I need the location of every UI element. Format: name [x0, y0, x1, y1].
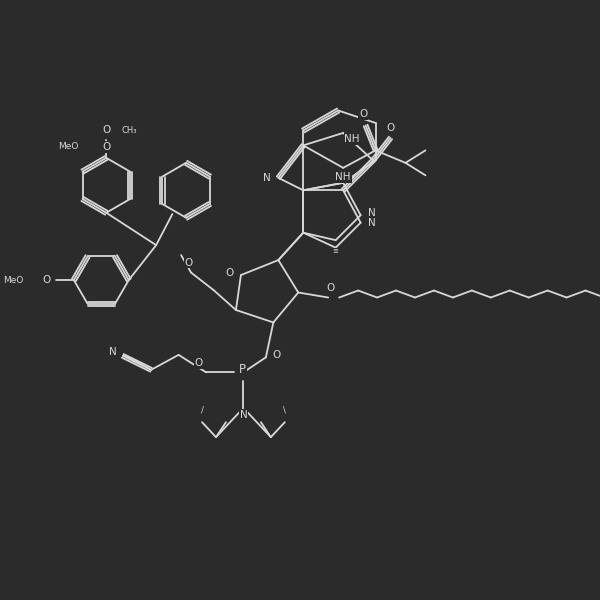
- Text: O: O: [273, 350, 281, 360]
- Text: N: N: [239, 410, 247, 420]
- Text: NH: NH: [344, 134, 360, 144]
- Text: MeO: MeO: [58, 142, 79, 151]
- Text: N: N: [368, 208, 376, 218]
- Text: N: N: [109, 347, 116, 358]
- Text: P: P: [239, 363, 246, 376]
- Text: /: /: [200, 405, 203, 414]
- Text: \: \: [283, 405, 286, 414]
- Text: O: O: [226, 268, 234, 278]
- Text: ≡: ≡: [333, 248, 338, 254]
- Text: O: O: [102, 125, 110, 136]
- Text: NH: NH: [335, 172, 351, 182]
- Text: O: O: [43, 275, 50, 285]
- Text: O: O: [184, 257, 193, 268]
- Text: MeO: MeO: [4, 275, 24, 284]
- Text: N: N: [263, 173, 271, 183]
- Text: CH₃: CH₃: [121, 126, 137, 135]
- Text: O: O: [326, 283, 335, 293]
- Text: O: O: [194, 358, 203, 368]
- Text: O: O: [359, 109, 367, 119]
- Text: N: N: [368, 218, 376, 228]
- Text: O: O: [386, 123, 395, 133]
- Text: O: O: [102, 142, 110, 152]
